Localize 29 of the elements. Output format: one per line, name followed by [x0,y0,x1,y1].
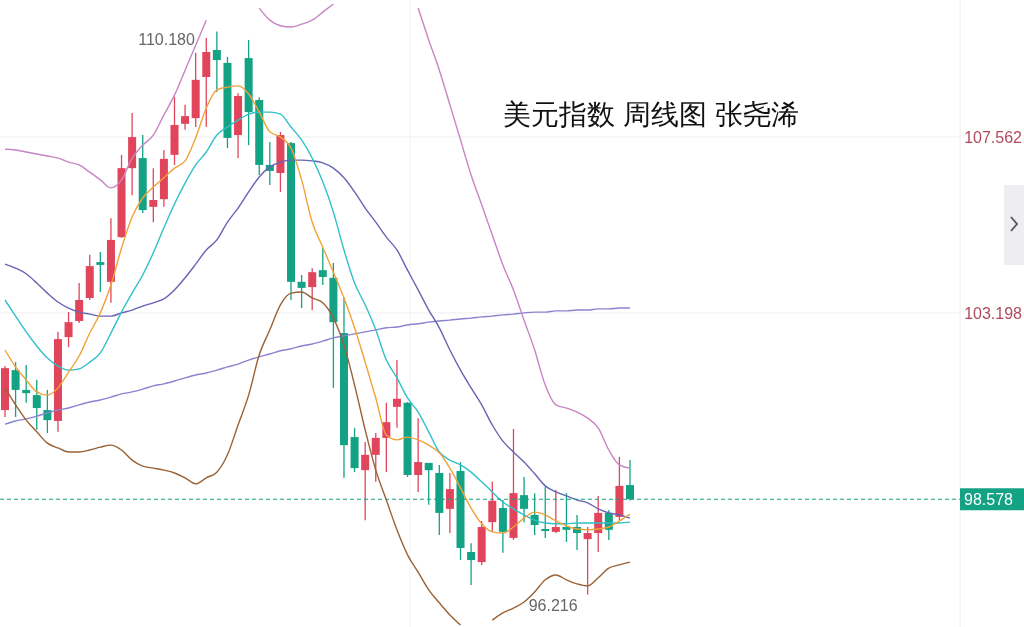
y-tick-label: 107.562 [964,129,1023,147]
candlestick [75,282,84,324]
candlestick [212,30,221,93]
candlestick [392,359,401,429]
candlestick [371,432,380,483]
candlestick [22,364,31,404]
candlestick [149,167,158,223]
candlestick [181,104,190,131]
candlestick [583,526,592,596]
ref-line-label: 98.578 [964,491,1014,509]
text: 美元指数 周线图 张尧浠 [503,99,799,130]
candlestick [32,379,41,431]
candlestick [318,247,327,286]
candlestick [414,417,423,493]
candlestick [488,481,497,533]
candlestick [551,489,560,534]
candlestick [11,361,20,418]
line-series [4,307,631,425]
candlestick [308,267,317,311]
candlestick [297,274,306,309]
candlestick [445,472,454,534]
candlestick [96,251,105,293]
candlestick [361,441,370,521]
candlestick [467,542,476,586]
y-tick-label: 103.198 [964,304,1023,322]
annotation: 110.180 [138,31,195,49]
candlestick [64,311,73,348]
annotation: 96.216 [528,596,578,614]
candlestick [498,499,507,554]
